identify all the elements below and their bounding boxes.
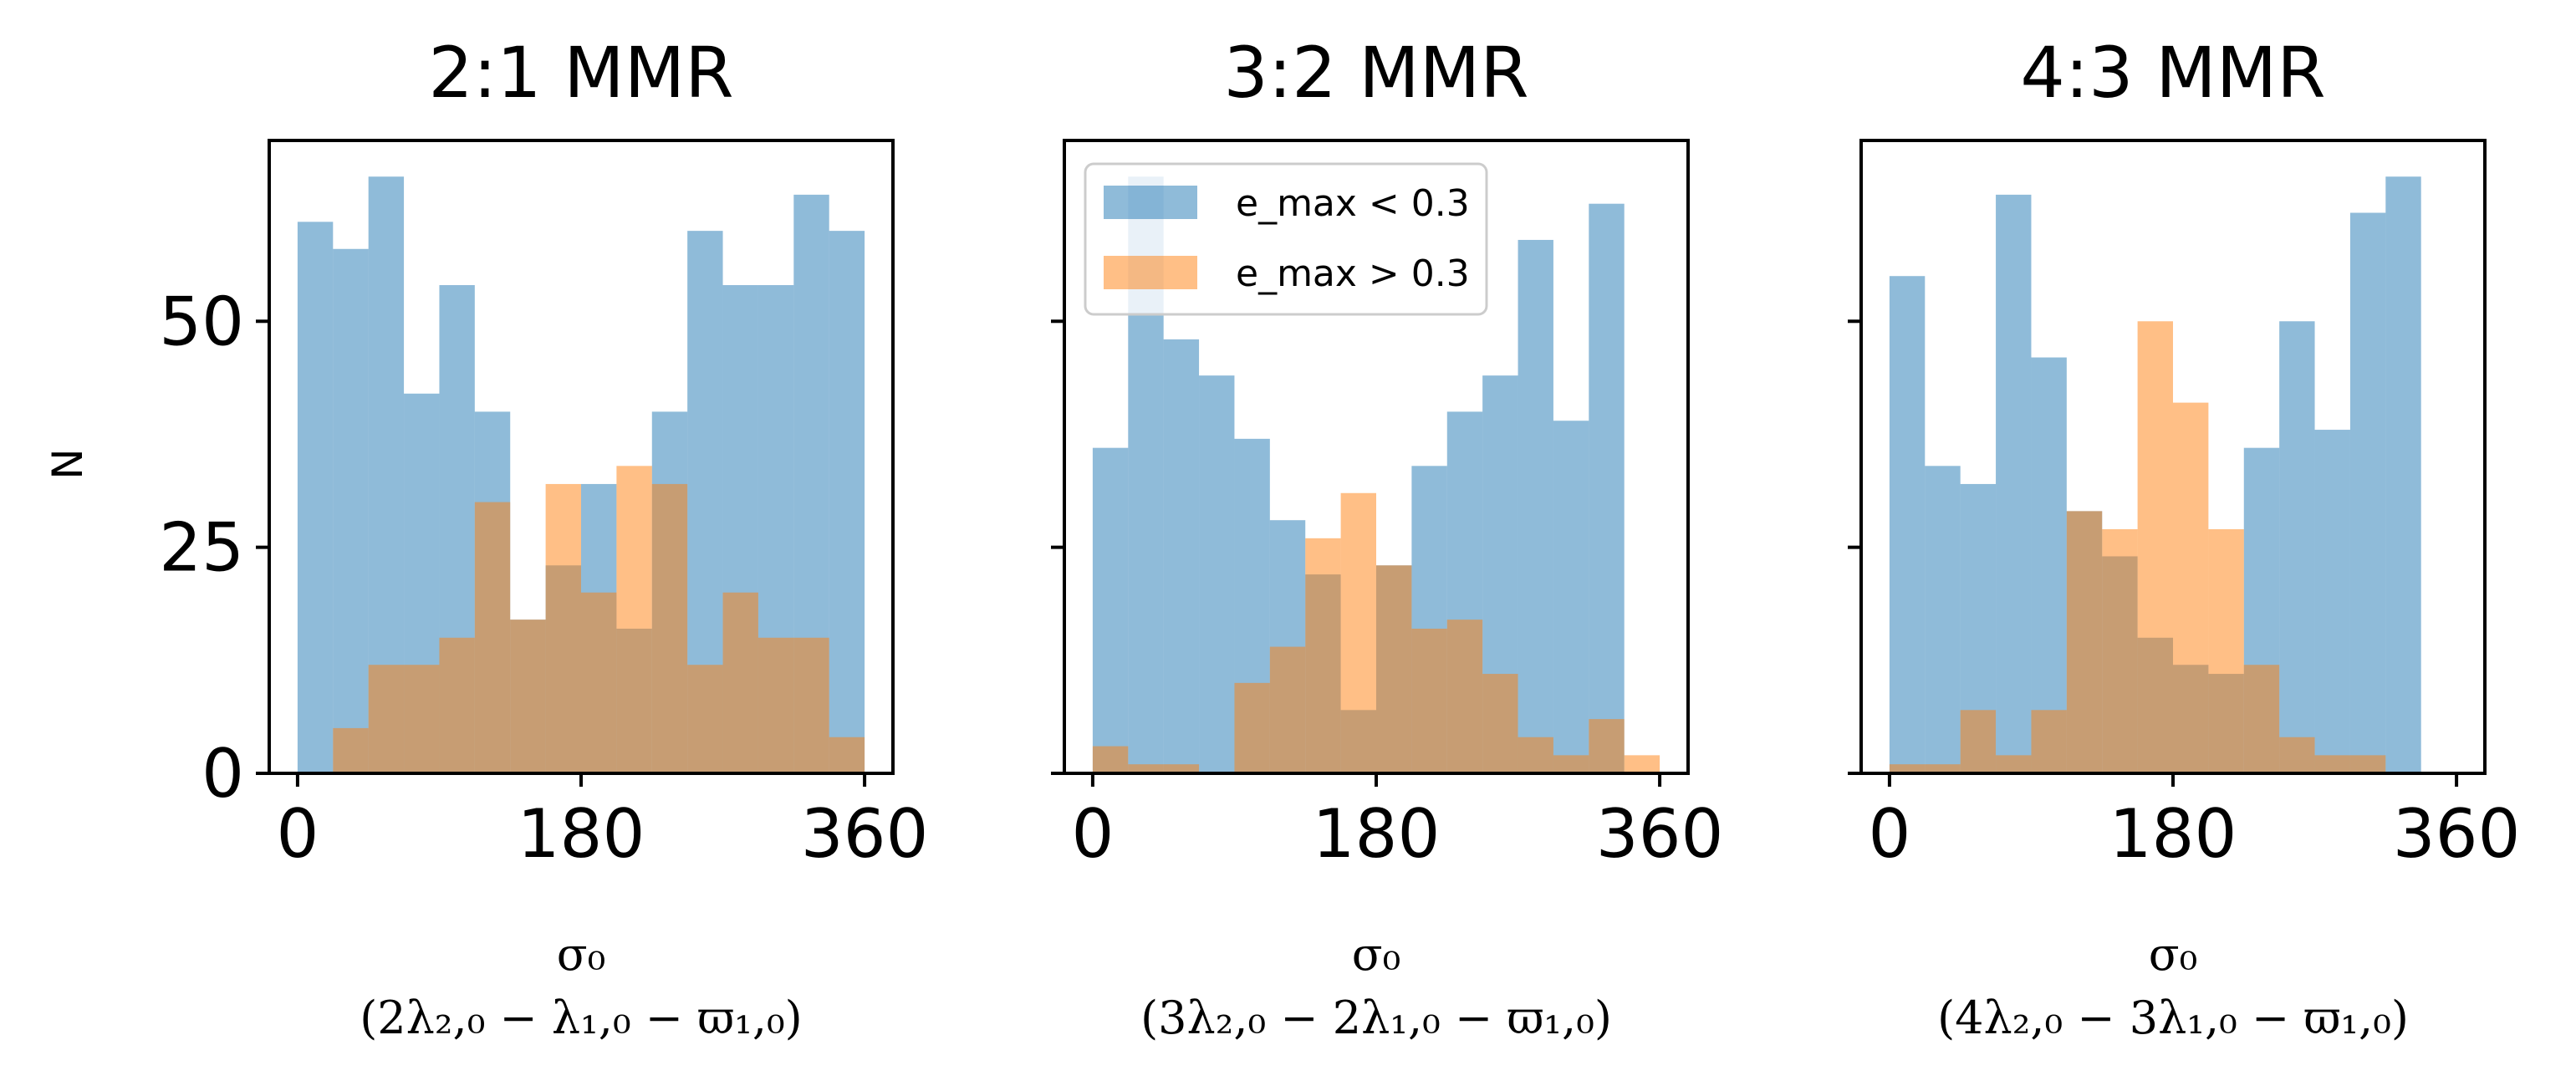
hist-bar-high-e: [1518, 737, 1553, 773]
x-tick-label: 360: [1596, 795, 1724, 873]
x-tick-label: 180: [1313, 795, 1441, 873]
hist-bar-high-e: [757, 637, 794, 773]
hist-bar-low-e: [829, 231, 865, 774]
hist-bar-high-e: [2102, 529, 2138, 773]
hist-bar-high-e: [1889, 764, 1926, 773]
hist-bar-high-e: [1163, 764, 1200, 773]
y-tick-label: 25: [159, 509, 244, 587]
x-axis-label-expression: (2λ₂,₀ − λ₁,₀ − ϖ₁,₀): [360, 992, 803, 1044]
hist-bar-high-e: [404, 665, 440, 773]
hist-bar-high-e: [545, 483, 581, 773]
panel-bars: [1889, 176, 2421, 773]
hist-bar-high-e: [474, 502, 511, 773]
hist-bar-high-e: [510, 619, 546, 773]
hist-bar-high-e: [1482, 674, 1518, 773]
legend-label-low-e: e_max < 0.3: [1236, 182, 1470, 225]
x-tick-label: 0: [276, 795, 319, 873]
x-tick-label: 180: [2109, 795, 2237, 873]
legend-swatch-low-e: [1104, 186, 1197, 219]
x-tick-label: 0: [1071, 795, 1114, 873]
hist-bar-low-e: [1199, 375, 1235, 773]
legend: e_max < 0.3 e_max > 0.3: [1084, 162, 1488, 316]
hist-bar-high-e: [2314, 755, 2350, 773]
hist-bar-high-e: [1340, 492, 1376, 773]
hist-bar-high-e: [1411, 628, 1447, 773]
hist-bar-low-e: [2349, 212, 2386, 773]
hist-bar-high-e: [439, 637, 475, 773]
hist-bar-low-e: [1925, 466, 1961, 773]
hist-bar-high-e: [2279, 737, 2315, 773]
hist-bar-low-e: [1092, 447, 1129, 773]
panel-title: 2:1 MMR: [428, 32, 733, 114]
hist-bar-low-e: [2314, 430, 2350, 773]
hist-bar-high-e: [1446, 619, 1483, 773]
panel-title: 4:3 MMR: [2020, 32, 2325, 114]
x-tick-label: 360: [801, 795, 929, 873]
hist-bar-low-e: [1553, 421, 1589, 773]
hist-bar-high-e: [1092, 746, 1129, 773]
hist-bar-high-e: [1960, 710, 1997, 773]
panel-axes: 0 180 360 0 25 50: [159, 139, 929, 873]
hist-bar-high-e: [793, 637, 829, 773]
x-tick-label: 0: [1868, 795, 1910, 873]
hist-bar-high-e: [1925, 764, 1961, 773]
hist-bar-low-e: [2279, 321, 2315, 773]
hist-bar-high-e: [2208, 529, 2244, 773]
hist-bar-high-e: [829, 737, 865, 773]
panel-axes: 0 180 360: [1848, 139, 2521, 873]
hist-bar-high-e: [1996, 755, 2032, 773]
legend-swatch-high-e: [1104, 256, 1197, 289]
x-tick-label: 180: [518, 795, 645, 873]
hist-bar-high-e: [1553, 755, 1589, 773]
hist-bar-high-e: [651, 483, 688, 773]
hist-bar-high-e: [2066, 511, 2103, 773]
hist-bar-low-e: [2385, 176, 2421, 773]
hist-bar-high-e: [2173, 402, 2209, 773]
x-axis-label-expression: (3λ₂,₀ − 2λ₁,₀ − ϖ₁,₀): [1140, 992, 1612, 1044]
panel-3-2-mmr: 3:2 MMR 0 180 360 σ₀ (3λ₂,₀ − 2λ₁,₀ − ϖ₁,₀…: [1051, 32, 1723, 1044]
panel-title: 3:2 MMR: [1223, 32, 1528, 114]
hist-bar-high-e: [1305, 538, 1341, 773]
hist-bar-low-e: [1518, 239, 1553, 773]
hist-bar-low-e: [2031, 357, 2067, 773]
hist-bar-high-e: [1589, 719, 1625, 773]
x-axis-label-expression: (4λ₂,₀ − 3λ₁,₀ − ϖ₁,₀): [1937, 992, 2409, 1044]
hist-bar-high-e: [1128, 764, 1164, 773]
hist-bar-low-e: [1163, 339, 1200, 773]
hist-bar-high-e: [1624, 755, 1660, 773]
y-tick-label: 50: [159, 283, 244, 360]
hist-bar-high-e: [368, 665, 405, 773]
x-axis-label-symbol: σ₀: [1352, 928, 1401, 981]
hist-bar-low-e: [1889, 276, 1926, 773]
panel-axes: 0 180 360: [1051, 139, 1724, 873]
hist-bar-low-e: [1996, 194, 2032, 773]
hist-bar-high-e: [722, 592, 758, 773]
x-axis-label-symbol: σ₀: [557, 928, 606, 981]
hist-bar-high-e: [1269, 646, 1306, 773]
hist-bar-high-e: [581, 592, 617, 773]
panel-2-1-mmr: 2:1 MMR 0 180 360 0 25 50 σ₀ (2λ₂,₀ − λ₁,₀ − …: [159, 32, 928, 1044]
legend-label-high-e: e_max > 0.3: [1236, 252, 1470, 295]
hist-bar-high-e: [333, 727, 369, 773]
panel-4-3-mmr: 4:3 MMR 0 180 360 σ₀ (4λ₂,₀ − 3λ₁,₀ − ϖ₁,₀…: [1848, 32, 2520, 1044]
hist-bar-high-e: [2137, 321, 2173, 773]
panel-bars: [1092, 176, 1660, 773]
hist-bar-high-e: [1376, 565, 1412, 773]
hist-bar-high-e: [1234, 682, 1270, 773]
hist-bar-high-e: [616, 466, 652, 773]
x-axis-label-symbol: σ₀: [2149, 928, 2198, 981]
hist-bar-high-e: [2349, 755, 2386, 773]
y-tick-label: 0: [201, 735, 244, 813]
hist-bar-low-e: [1589, 203, 1625, 773]
hist-bar-high-e: [2031, 710, 2067, 773]
hist-bar-low-e: [297, 222, 334, 773]
y-axis-label: N: [43, 448, 92, 479]
panel-bars: [297, 176, 865, 774]
hist-bar-low-e: [333, 248, 369, 773]
x-tick-label: 360: [2393, 795, 2521, 873]
hist-bar-high-e: [2243, 665, 2280, 773]
hist-bar-high-e: [687, 665, 723, 773]
